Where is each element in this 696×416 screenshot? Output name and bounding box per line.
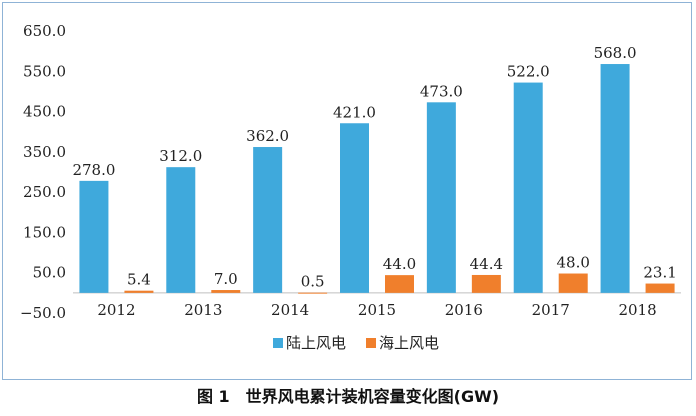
data-label-onshore-2013: 312.0 (159, 147, 202, 165)
bar-onshore-2015 (340, 123, 369, 293)
x-tick-label: 2018 (618, 301, 656, 319)
bar-offshore-2018 (645, 283, 675, 293)
legend-label-offshore: 海上风电 (379, 334, 439, 352)
x-axis-ticks: 2012 2013 2014 2015 2016 2017 2018 (97, 301, 656, 319)
data-label-onshore-2017: 522.0 (507, 63, 550, 81)
y-tick-label: 650.0 (23, 22, 66, 40)
x-tick-label: 2015 (358, 301, 396, 319)
bar-offshore-2014 (298, 292, 328, 294)
bar-offshore-2012 (124, 290, 154, 293)
legend: 陆上风电 海上风电 (273, 334, 439, 352)
bar-onshore-2016 (426, 102, 456, 293)
bar-offshore-2017 (558, 273, 588, 293)
data-label-onshore-2012: 278.0 (72, 161, 115, 179)
x-tick-label: 2017 (532, 301, 570, 319)
bar-chart: −50.050.0150.0250.0350.0450.0550.0650.0 … (20, 22, 681, 352)
y-axis-ticks: −50.0 50.0 150.0 250.0 350.0 450.0 550.0 650.0 (20, 22, 66, 322)
data-labels: 278.0 5.4 312.0 7.0 362.0 0.5 421.0 44.0 473.0 44… (72, 44, 676, 291)
data-label-onshore-2018: 568.0 (594, 44, 637, 62)
figure-caption: 图 1 世界风电累计装机容量变化图(GW) (196, 387, 500, 406)
data-label-offshore-2012: 5.4 (127, 271, 151, 289)
data-label-offshore-2017: 48.0 (557, 254, 590, 272)
x-tick-label: 2013 (184, 301, 222, 319)
bar-onshore-2014 (253, 147, 283, 293)
data-label-onshore-2016: 473.0 (420, 82, 463, 100)
bar-offshore-2016 (471, 274, 501, 293)
x-tick-label: 2012 (97, 301, 135, 319)
y-tick-label: 50.0 (33, 264, 66, 282)
y-tick-label: 450.0 (23, 103, 66, 121)
legend-swatch-offshore (366, 338, 376, 348)
y-tick-label: 150.0 (23, 223, 66, 241)
bar-onshore-2013 (166, 167, 196, 293)
chart-frame: −50.0 50.0 150.0 250.0 350.0 450.0 550.0 650.0 … (2, 2, 692, 380)
bar-offshore-2015 (385, 275, 414, 293)
bar-onshore-2018 (600, 64, 630, 293)
y-tick-label: 350.0 (23, 143, 66, 161)
x-tick-label: 2016 (445, 301, 483, 319)
data-label-onshore-2014: 362.0 (246, 127, 289, 145)
y-tick-label: 250.0 (23, 183, 66, 201)
data-label-offshore-2018: 23.1 (643, 264, 676, 282)
data-label-offshore-2013: 7.0 (214, 270, 238, 288)
data-label-offshore-2015: 44.0 (383, 255, 416, 273)
bar-onshore-2017 (513, 82, 543, 293)
bar-offshore-2013 (211, 290, 241, 293)
y-tick-label: 550.0 (23, 62, 66, 80)
bars (79, 64, 675, 294)
bar-onshore-2012 (79, 180, 109, 293)
data-label-onshore-2015: 421.0 (333, 103, 376, 121)
data-label-offshore-2014: 0.5 (301, 273, 325, 291)
legend-label-onshore: 陆上风电 (286, 334, 346, 352)
y-tick-label: −50.0 (20, 304, 66, 322)
legend-swatch-onshore (273, 338, 283, 348)
data-label-offshore-2016: 44.4 (470, 255, 503, 273)
x-tick-label: 2014 (271, 301, 309, 319)
